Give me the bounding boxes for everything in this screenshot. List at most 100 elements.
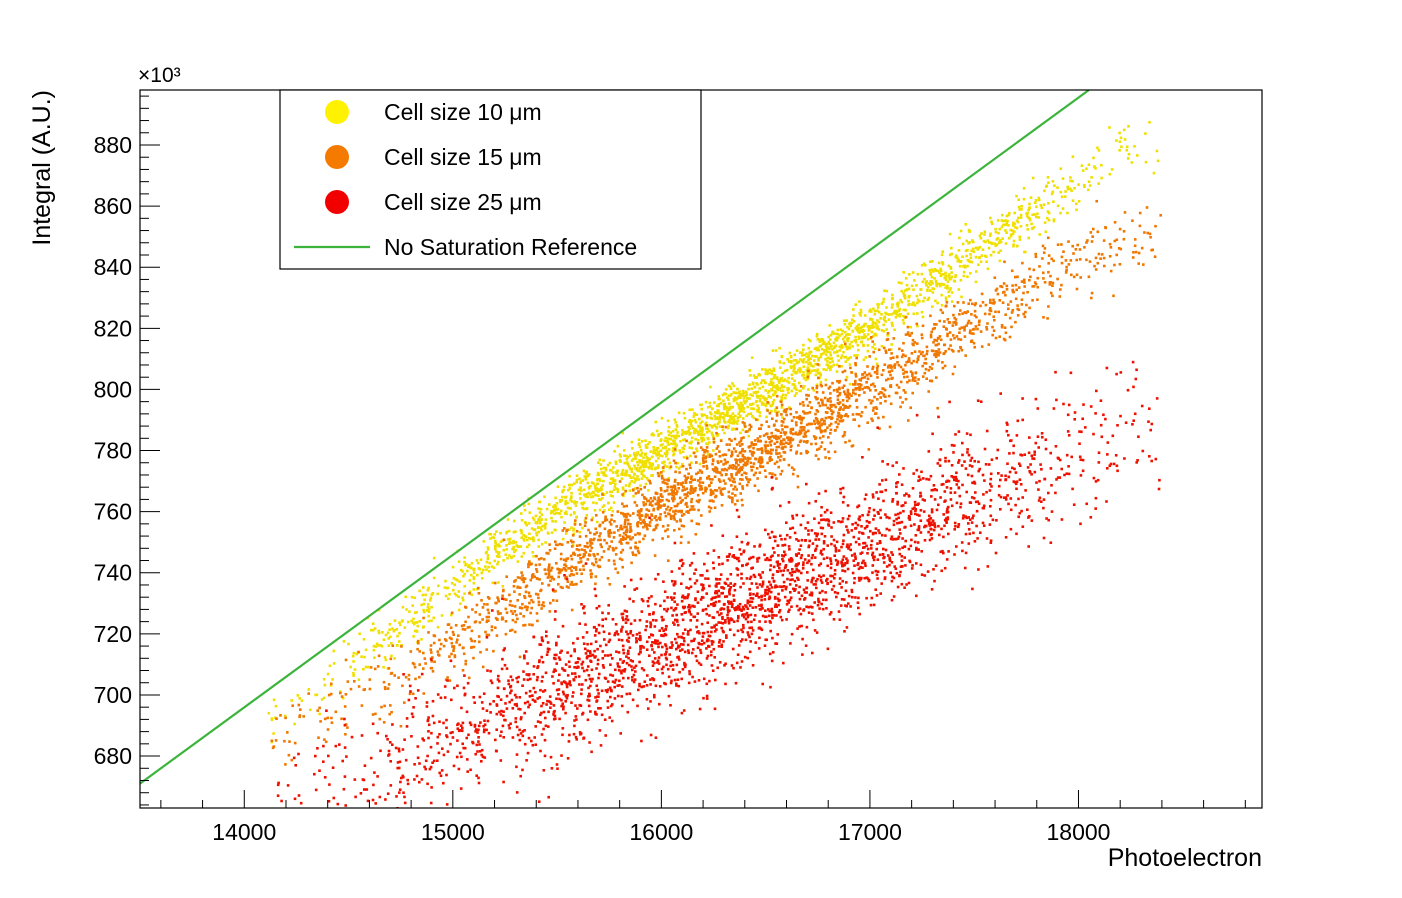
data-point bbox=[650, 467, 654, 471]
data-point bbox=[453, 654, 457, 657]
data-point bbox=[748, 635, 751, 639]
data-point bbox=[978, 245, 982, 249]
data-point bbox=[610, 490, 614, 494]
data-point bbox=[896, 310, 899, 313]
data-point bbox=[988, 234, 992, 237]
data-point bbox=[552, 704, 556, 707]
data-point bbox=[808, 352, 811, 355]
data-point bbox=[1115, 139, 1118, 142]
data-point bbox=[570, 526, 573, 529]
data-point bbox=[741, 458, 744, 461]
data-point bbox=[764, 368, 767, 371]
data-point bbox=[959, 309, 962, 312]
data-point bbox=[978, 256, 982, 259]
data-point bbox=[796, 485, 800, 489]
data-point bbox=[789, 431, 793, 435]
data-point bbox=[1109, 246, 1113, 249]
data-point bbox=[613, 562, 616, 566]
data-point bbox=[587, 491, 590, 495]
data-point bbox=[886, 554, 890, 557]
data-point bbox=[1126, 157, 1130, 160]
data-point bbox=[451, 565, 455, 569]
data-point bbox=[470, 639, 474, 643]
data-point bbox=[637, 469, 641, 473]
data-point bbox=[535, 554, 538, 558]
data-point bbox=[931, 260, 934, 263]
data-point bbox=[697, 500, 700, 504]
data-point bbox=[676, 431, 679, 434]
data-point bbox=[1113, 263, 1116, 267]
data-point bbox=[773, 385, 776, 388]
data-point bbox=[679, 519, 682, 523]
data-point bbox=[575, 582, 578, 586]
data-point bbox=[907, 419, 910, 422]
data-point bbox=[450, 613, 453, 617]
data-point bbox=[331, 766, 335, 769]
data-point bbox=[1016, 314, 1020, 317]
data-point bbox=[560, 543, 564, 546]
data-point bbox=[901, 401, 904, 404]
data-point bbox=[871, 382, 875, 386]
data-point bbox=[902, 292, 905, 295]
data-point bbox=[579, 557, 583, 560]
data-point bbox=[696, 439, 700, 442]
data-point bbox=[319, 720, 322, 723]
data-point bbox=[829, 333, 833, 337]
data-point bbox=[531, 600, 535, 604]
data-point bbox=[1010, 311, 1014, 314]
data-point bbox=[776, 597, 780, 600]
data-point bbox=[837, 415, 841, 418]
data-point bbox=[512, 584, 516, 588]
data-point bbox=[1113, 221, 1117, 224]
data-point bbox=[1027, 208, 1030, 212]
data-point bbox=[634, 664, 638, 668]
data-point bbox=[887, 394, 891, 398]
data-point bbox=[844, 604, 847, 607]
data-point bbox=[994, 227, 997, 231]
data-point bbox=[363, 655, 366, 659]
data-point bbox=[947, 347, 951, 351]
data-point bbox=[1133, 244, 1137, 248]
data-point bbox=[386, 631, 390, 635]
data-point bbox=[535, 612, 539, 615]
data-point bbox=[765, 432, 769, 435]
data-point bbox=[513, 630, 517, 634]
data-point bbox=[941, 311, 944, 314]
data-point bbox=[505, 667, 509, 670]
data-point bbox=[846, 325, 849, 329]
data-point bbox=[857, 335, 861, 339]
data-point bbox=[488, 561, 491, 565]
data-point bbox=[526, 605, 529, 609]
data-point bbox=[933, 323, 936, 326]
data-point bbox=[879, 391, 882, 394]
data-point bbox=[579, 497, 582, 500]
data-point bbox=[422, 608, 425, 612]
data-point bbox=[748, 423, 752, 427]
data-point bbox=[772, 398, 776, 402]
data-point bbox=[547, 583, 551, 587]
data-point bbox=[563, 521, 566, 524]
data-point bbox=[836, 394, 840, 398]
data-point bbox=[763, 403, 767, 406]
data-point bbox=[901, 353, 905, 356]
data-point bbox=[706, 416, 709, 420]
data-point bbox=[674, 487, 677, 491]
data-point bbox=[531, 551, 534, 554]
data-point bbox=[657, 505, 660, 509]
data-point bbox=[515, 613, 518, 617]
data-point bbox=[586, 481, 590, 485]
data-point bbox=[768, 371, 771, 375]
data-point bbox=[869, 324, 872, 328]
data-point bbox=[494, 541, 497, 545]
data-point bbox=[824, 456, 827, 459]
data-point bbox=[578, 553, 582, 557]
data-point bbox=[767, 394, 771, 398]
data-point bbox=[632, 457, 635, 461]
data-point bbox=[739, 396, 742, 400]
data-point bbox=[671, 486, 675, 489]
data-point bbox=[758, 435, 762, 438]
data-point bbox=[625, 472, 628, 475]
data-point bbox=[352, 660, 355, 663]
data-point bbox=[494, 616, 498, 620]
data-point bbox=[780, 355, 784, 359]
